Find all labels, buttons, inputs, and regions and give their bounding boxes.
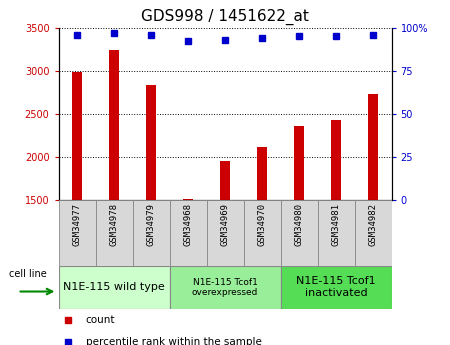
Bar <box>72 71 81 200</box>
Bar <box>207 200 243 266</box>
Text: GSM34982: GSM34982 <box>369 203 378 246</box>
Bar <box>58 200 95 266</box>
Bar <box>257 147 266 200</box>
Text: GSM34969: GSM34969 <box>220 203 230 246</box>
Text: GSM34977: GSM34977 <box>72 203 81 246</box>
Text: GSM34980: GSM34980 <box>294 203 303 246</box>
Bar <box>109 50 119 200</box>
Bar <box>280 266 392 309</box>
Text: percentile rank within the sample: percentile rank within the sample <box>86 337 261 345</box>
Text: N1E-115 wild type: N1E-115 wild type <box>63 282 165 292</box>
Bar <box>95 200 132 266</box>
Bar <box>318 200 355 266</box>
Bar <box>170 266 280 309</box>
Text: N1E-115 Tcof1
overexpressed: N1E-115 Tcof1 overexpressed <box>192 277 258 297</box>
Bar <box>184 199 193 200</box>
Bar <box>369 94 378 200</box>
Bar <box>146 85 156 200</box>
Bar <box>280 200 318 266</box>
Bar <box>170 200 207 266</box>
Bar <box>243 200 280 266</box>
Text: GSM34968: GSM34968 <box>184 203 193 246</box>
Text: GSM34979: GSM34979 <box>147 203 156 246</box>
Text: GSM34981: GSM34981 <box>332 203 341 246</box>
Bar <box>132 200 170 266</box>
Text: cell line: cell line <box>9 269 46 279</box>
Text: GSM34970: GSM34970 <box>257 203 266 246</box>
Text: GSM34978: GSM34978 <box>109 203 118 246</box>
Text: N1E-115 Tcof1
inactivated: N1E-115 Tcof1 inactivated <box>296 276 376 298</box>
Bar <box>294 126 304 200</box>
Bar <box>220 161 230 200</box>
Title: GDS998 / 1451622_at: GDS998 / 1451622_at <box>141 9 309 25</box>
Bar <box>58 266 170 309</box>
Bar <box>331 120 341 200</box>
Text: count: count <box>86 315 115 325</box>
Bar <box>355 200 392 266</box>
